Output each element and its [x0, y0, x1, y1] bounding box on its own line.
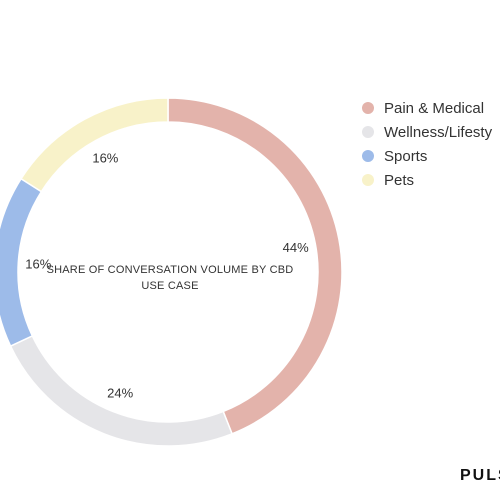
- legend-label-pain-medical: Pain & Medical: [384, 99, 485, 117]
- legend-label-pets: Pets: [384, 171, 415, 189]
- chart-title: SHARE OF CONVERSATION VOLUME BY CBD USE …: [46, 264, 294, 292]
- legend-item-pain-medical: Pain & Medical: [362, 96, 492, 120]
- legend-item-wellness-lifestyle: Wellness/Lifesty: [362, 120, 492, 144]
- legend-swatch-sports: [362, 150, 374, 162]
- slice-label-pets: 16%: [92, 151, 118, 166]
- donut-slice-labels: 44% 24% 16% 16%: [25, 151, 309, 401]
- legend-item-pets: Pets: [362, 168, 492, 192]
- slice-label-pain-medical: 44%: [283, 240, 309, 255]
- legend: Pain & Medical Wellness/Lifesty Sports P…: [362, 96, 492, 192]
- donut-slices: [0, 97, 343, 447]
- legend-swatch-wellness-lifestyle: [362, 126, 374, 138]
- legend-swatch-pain-medical: [362, 102, 374, 114]
- legend-label-wellness-lifestyle: Wellness/Lifesty: [384, 123, 493, 141]
- legend-item-sports: Sports: [362, 144, 492, 168]
- slice-label-wellness-lifestyle: 24%: [107, 385, 133, 400]
- slice-pets: [20, 97, 169, 193]
- legend-swatch-pets: [362, 174, 374, 186]
- slice-label-sports: 16%: [25, 256, 51, 271]
- brand-logo-text: PULS: [460, 467, 500, 484]
- legend-label-sports: Sports: [384, 147, 428, 165]
